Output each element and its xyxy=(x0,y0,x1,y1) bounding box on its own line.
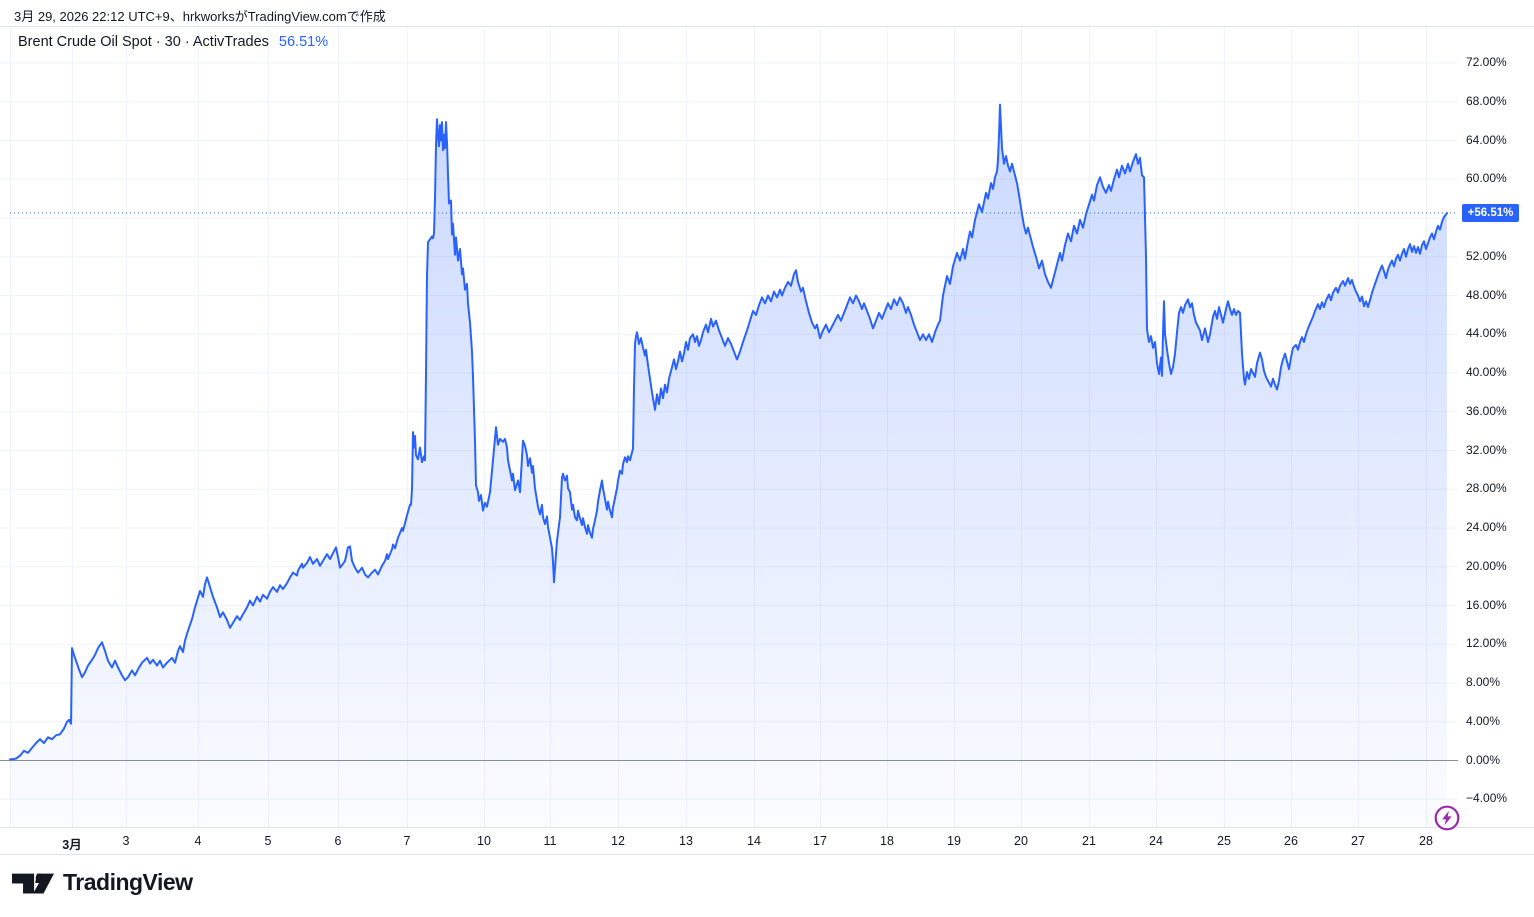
x-axis-label: 21 xyxy=(1082,834,1096,848)
y-axis-label: 28.00% xyxy=(1466,481,1507,496)
y-axis-label: 8.00% xyxy=(1466,675,1501,689)
y-axis-label: 72.00% xyxy=(1466,55,1507,69)
x-axis-label: 24 xyxy=(1149,834,1163,848)
x-axis-label: 10 xyxy=(477,834,491,848)
y-axis-label: 24.00% xyxy=(1466,520,1507,534)
boost-lightning-icon[interactable] xyxy=(1432,803,1462,833)
y-axis-label: 44.00% xyxy=(1466,326,1507,341)
x-axis-label: 25 xyxy=(1217,834,1231,848)
y-axis-label: 36.00% xyxy=(1466,403,1507,418)
series-area-fill xyxy=(10,104,1447,828)
y-axis-label: 12.00% xyxy=(1466,636,1507,651)
y-axis-label: 16.00% xyxy=(1466,597,1507,612)
x-axis-label: 28 xyxy=(1419,834,1433,848)
x-axis-label: 13 xyxy=(679,834,693,848)
snapshot-attribution: 3月 29, 2026 22:12 UTC+9、hrkworksがTrading… xyxy=(14,9,386,24)
y-axis-label: 32.00% xyxy=(1466,442,1507,457)
chart-legend[interactable]: Brent Crude Oil Spot · 30 · ActivTrades 5… xyxy=(18,34,328,50)
last-price-badge: +56.51% xyxy=(1462,204,1519,222)
x-axis-label: 7 xyxy=(403,834,411,848)
x-axis-label: 5 xyxy=(264,834,272,848)
x-axis-label: 14 xyxy=(747,834,761,848)
tradingview-branding[interactable]: TradingView xyxy=(12,869,193,896)
y-axis-label: 40.00% xyxy=(1466,365,1507,379)
y-axis-label: −4.00% xyxy=(1466,791,1508,806)
tradingview-logo-text: TradingView xyxy=(63,869,193,895)
pane-separators xyxy=(0,26,1534,855)
x-axis-label: 19 xyxy=(947,834,961,848)
x-axis-label: 20 xyxy=(1014,834,1028,848)
y-axis-label: 64.00% xyxy=(1466,132,1507,147)
x-axis-label: 4 xyxy=(194,834,202,848)
x-axis-label: 18 xyxy=(880,834,894,848)
y-axis-label: 20.00% xyxy=(1466,558,1507,573)
y-axis-label: 60.00% xyxy=(1466,171,1507,186)
legend-change-value: 56.51% xyxy=(278,34,329,50)
symbol-title: Brent Crude Oil Spot · 30 · ActivTrades xyxy=(18,34,269,50)
x-axis-label: 11 xyxy=(543,834,557,848)
tradingview-logo-icon xyxy=(12,873,54,893)
series-price-line[interactable] xyxy=(9,103,1448,761)
time-scale[interactable]: 3月 3 4 5 6 7 10 11 12 13 14 17 18 19 20 21 24 25 26 27 28 xyxy=(0,828,1534,854)
x-axis-label: 26 xyxy=(1284,834,1298,848)
x-axis-label: 3 xyxy=(122,834,130,848)
y-axis-label: 68.00% xyxy=(1466,93,1507,108)
price-scale[interactable]: 72.00% 68.00% 64.00% 60.00% 52.00% 48.00% 44.0… xyxy=(1458,0,1534,860)
x-axis-label: 27 xyxy=(1351,834,1365,848)
x-axis-label: 3月 xyxy=(62,838,82,852)
y-axis-label: 48.00% xyxy=(1466,287,1507,302)
x-axis-label: 12 xyxy=(611,834,625,848)
y-axis-label: 4.00% xyxy=(1466,713,1501,728)
x-axis-label: 17 xyxy=(813,834,827,848)
y-axis-label: 52.00% xyxy=(1466,248,1507,263)
x-axis-label: 6 xyxy=(334,834,342,848)
y-axis-label: 0.00% xyxy=(1466,752,1501,767)
